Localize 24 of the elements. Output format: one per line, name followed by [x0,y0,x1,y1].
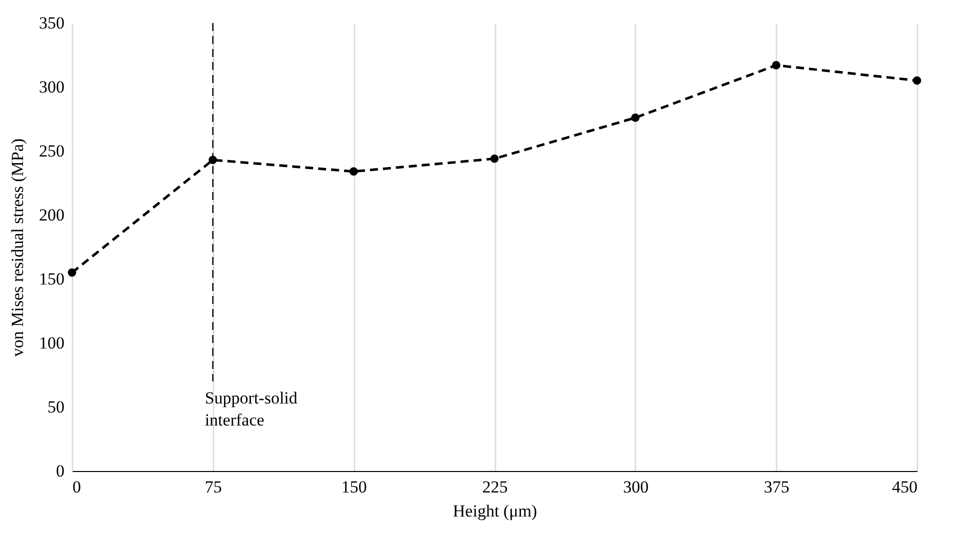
x-tick-label: 75 [204,478,222,496]
point [772,61,780,70]
point [68,268,76,277]
y-tick-label: 300 [39,78,64,96]
point [912,76,922,85]
x-tick-label: 300 [623,478,649,496]
x-tick-label: 225 [482,478,508,496]
point [349,167,358,176]
x-tick-label: 150 [341,478,367,496]
x-tick-label: 0 [72,478,81,496]
y-tick-label: 100 [39,334,64,352]
point [631,114,640,122]
y-tick-label: 150 [39,270,64,288]
x-axis-title: Height (μm) [452,502,538,520]
ref-line-label: Support-solid interface [204,388,298,430]
y-tick-label: 0 [56,462,64,480]
point [490,154,499,163]
y-tick-label: 50 [48,398,64,416]
y-tick-label: 350 [39,14,64,32]
y-tick-label: 250 [39,142,64,160]
y-axis-title: von Mises residual stress (MPa) [8,138,27,357]
x-tick-label: 450 [892,478,918,496]
y-tick-label: 200 [39,206,64,224]
x-tick-label: 375 [764,478,790,496]
